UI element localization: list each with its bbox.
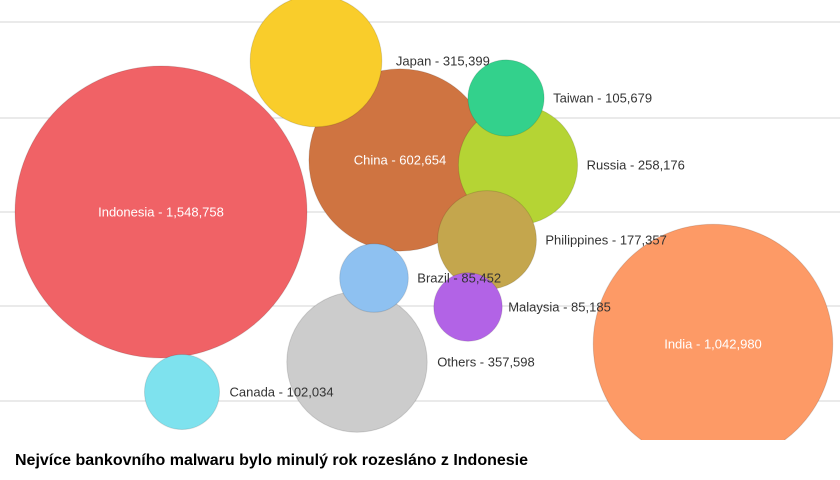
bubble-label-canada: Canada - 102,034 xyxy=(230,385,334,400)
bubble-label-taiwan: Taiwan - 105,679 xyxy=(553,91,652,106)
bubble-label-japan: Japan - 315,399 xyxy=(396,54,490,69)
bubble-chart: Indonesia - 1,548,758 India - 1,042,980 Ch… xyxy=(0,0,840,440)
bubble-taiwan[interactable] xyxy=(467,59,545,137)
bubble-label-india: India - 1,042,980 xyxy=(664,337,762,352)
bubble-malaysia[interactable] xyxy=(433,272,503,342)
bubble-label-brazil: Brazil - 85,452 xyxy=(417,271,501,286)
bubble-label-philippines: Philippines - 177,357 xyxy=(545,233,666,248)
bubble-india[interactable] xyxy=(592,223,834,440)
bubble-canada[interactable] xyxy=(144,354,220,430)
chart-caption: Nejvíce bankovního malwaru bylo minulý r… xyxy=(15,452,529,469)
bubble-label-malaysia: Malaysia - 85,185 xyxy=(508,300,611,315)
bubbles xyxy=(14,0,834,440)
bubble-indonesia[interactable] xyxy=(14,65,308,359)
bubble-labels: Indonesia - 1,548,758 India - 1,042,980 Ch… xyxy=(98,54,762,400)
bubble-japan[interactable] xyxy=(249,0,383,128)
bubble-others[interactable] xyxy=(286,291,428,433)
bubble-label-china: China - 602,654 xyxy=(354,153,447,168)
bubble-brazil[interactable] xyxy=(339,243,409,313)
bubble-label-indonesia: Indonesia - 1,548,758 xyxy=(98,205,224,220)
bubble-label-russia: Russia - 258,176 xyxy=(587,158,685,173)
bubble-label-others: Others - 357,598 xyxy=(437,355,535,370)
